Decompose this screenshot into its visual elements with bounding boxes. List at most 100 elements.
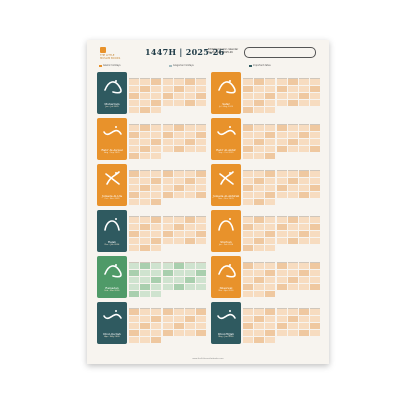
day-cell[interactable]	[310, 79, 321, 85]
day-cell[interactable]	[287, 316, 298, 322]
day-cell[interactable]	[140, 323, 151, 329]
day-cell[interactable]	[129, 277, 139, 283]
day-cell[interactable]	[276, 217, 287, 223]
day-cell[interactable]	[277, 291, 287, 297]
day-cell[interactable]	[310, 146, 321, 152]
day-cell[interactable]	[140, 277, 151, 283]
day-cell[interactable]	[276, 231, 287, 237]
day-cell[interactable]	[129, 245, 139, 251]
day-cell[interactable]	[185, 146, 195, 152]
day-cell[interactable]	[162, 72, 173, 79]
day-cell[interactable]	[243, 192, 253, 198]
day-cell[interactable]	[276, 192, 287, 198]
day-cell[interactable]	[129, 86, 139, 92]
day-cell[interactable]	[185, 337, 195, 343]
day-cell[interactable]	[162, 86, 173, 92]
day-cell[interactable]	[162, 238, 173, 244]
day-cell[interactable]	[129, 238, 139, 244]
day-cell[interactable]	[185, 93, 195, 99]
day-cell[interactable]	[140, 171, 151, 177]
day-cell[interactable]	[129, 323, 139, 329]
day-cell[interactable]	[140, 86, 151, 92]
day-cell[interactable]	[310, 185, 321, 191]
day-cell[interactable]	[151, 125, 162, 131]
day-cell[interactable]	[196, 146, 207, 152]
day-cell[interactable]	[276, 238, 287, 244]
day-cell[interactable]	[243, 72, 253, 79]
day-cell[interactable]	[140, 185, 151, 191]
day-cell[interactable]	[276, 309, 287, 315]
day-cell[interactable]	[151, 270, 162, 276]
day-cell[interactable]	[196, 245, 206, 251]
day-cell[interactable]	[185, 79, 195, 85]
day-cell[interactable]	[254, 309, 265, 315]
day-cell[interactable]	[287, 210, 298, 217]
day-cell[interactable]	[151, 302, 162, 309]
day-cell[interactable]	[129, 185, 139, 191]
day-cell[interactable]	[265, 291, 276, 297]
day-cell[interactable]	[310, 302, 321, 309]
day-cell[interactable]	[276, 284, 287, 290]
day-cell[interactable]	[276, 93, 287, 99]
day-cell[interactable]	[185, 192, 195, 198]
day-cell[interactable]	[310, 238, 321, 244]
day-cell[interactable]	[265, 316, 276, 322]
day-cell[interactable]	[287, 330, 298, 336]
day-cell[interactable]	[162, 185, 173, 191]
day-cell[interactable]	[173, 224, 184, 230]
day-cell[interactable]	[129, 139, 139, 145]
day-cell[interactable]	[310, 164, 321, 171]
day-cell[interactable]	[151, 100, 162, 106]
day-cell[interactable]	[162, 178, 173, 184]
day-cell[interactable]	[173, 217, 184, 223]
day-cell[interactable]	[196, 178, 207, 184]
day-cell[interactable]	[151, 224, 162, 230]
day-cell[interactable]	[299, 224, 309, 230]
day-cell[interactable]	[276, 224, 287, 230]
day-cell[interactable]	[254, 224, 265, 230]
day-cell[interactable]	[287, 132, 298, 138]
day-cell[interactable]	[254, 153, 265, 159]
day-cell[interactable]	[310, 86, 321, 92]
day-cell[interactable]	[140, 93, 151, 99]
day-cell[interactable]	[196, 330, 207, 336]
day-cell[interactable]	[299, 178, 309, 184]
day-cell[interactable]	[288, 199, 298, 205]
day-cell[interactable]	[173, 284, 184, 290]
day-cell[interactable]	[185, 210, 195, 217]
day-cell[interactable]	[310, 270, 321, 276]
day-cell[interactable]	[140, 199, 151, 205]
day-cell[interactable]	[151, 330, 162, 336]
day-cell[interactable]	[162, 277, 173, 283]
day-cell[interactable]	[185, 72, 195, 79]
day-cell[interactable]	[162, 270, 173, 276]
day-cell[interactable]	[299, 284, 309, 290]
day-cell[interactable]	[276, 277, 287, 283]
day-cell[interactable]	[196, 256, 207, 263]
day-cell[interactable]	[129, 192, 139, 198]
day-cell[interactable]	[151, 185, 162, 191]
day-cell[interactable]	[254, 263, 265, 269]
day-cell[interactable]	[287, 79, 298, 85]
day-cell[interactable]	[140, 210, 151, 217]
day-cell[interactable]	[299, 337, 309, 343]
day-cell[interactable]	[299, 125, 309, 131]
day-cell[interactable]	[151, 238, 162, 244]
day-cell[interactable]	[276, 178, 287, 184]
day-cell[interactable]	[185, 284, 195, 290]
day-cell[interactable]	[151, 93, 162, 99]
day-cell[interactable]	[151, 199, 162, 205]
day-cell[interactable]	[310, 100, 321, 106]
day-cell[interactable]	[140, 139, 151, 145]
day-cell[interactable]	[310, 277, 321, 283]
day-cell[interactable]	[243, 291, 253, 297]
day-cell[interactable]	[151, 231, 162, 237]
day-cell[interactable]	[185, 316, 195, 322]
day-cell[interactable]	[310, 107, 320, 113]
day-cell[interactable]	[254, 291, 265, 297]
day-cell[interactable]	[162, 132, 173, 138]
day-cell[interactable]	[162, 302, 173, 309]
day-cell[interactable]	[243, 302, 253, 309]
day-cell[interactable]	[174, 291, 184, 297]
day-cell[interactable]	[299, 146, 309, 152]
